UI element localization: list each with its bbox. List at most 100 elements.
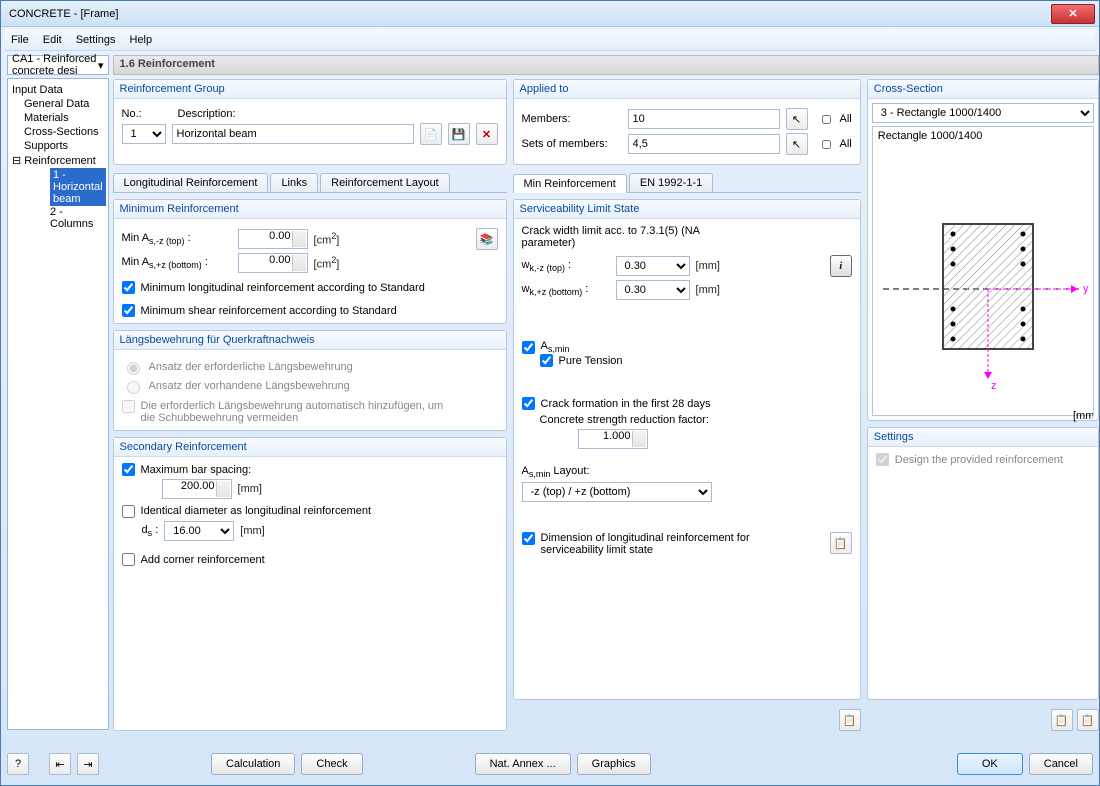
prev-icon[interactable]: ⇤: [49, 753, 71, 775]
cancel-button[interactable]: Cancel: [1029, 753, 1093, 775]
section-diagram-icon: y z [mm]: [873, 145, 1093, 433]
tree-horizontal-beam[interactable]: 1 - Horizontal beam: [10, 168, 106, 206]
delete-icon[interactable]: ✕: [476, 123, 498, 145]
asz-top-unit: [cm2]: [314, 231, 340, 247]
tree-general-data[interactable]: General Data: [10, 97, 106, 111]
langs-title: Längsbewehrung für Querkraftnachweis: [114, 331, 506, 350]
secondary-title: Secondary Reinforcement: [114, 438, 506, 457]
pick-members-icon[interactable]: ↖: [786, 108, 808, 130]
details-icon[interactable]: 📋: [839, 709, 861, 731]
bottom-bar: ? ⇤ ⇥ Calculation Check Nat. Annex ... G…: [7, 753, 1093, 775]
pick-sets-icon[interactable]: ↖: [786, 133, 808, 155]
min-reinforcement-box: Minimum Reinforcement Min As,-z (top) : …: [113, 199, 507, 324]
chevron-down-icon: ▾: [98, 59, 104, 72]
identical-check[interactable]: [122, 505, 135, 518]
add-corner-check[interactable]: [122, 553, 135, 566]
menu-help[interactable]: Help: [129, 34, 152, 46]
tree-columns[interactable]: 2 - Columns: [10, 206, 106, 230]
members-all-label: All: [840, 113, 852, 125]
tab-min-reinf[interactable]: Min Reinforcement: [513, 174, 627, 193]
menu-edit[interactable]: Edit: [43, 34, 62, 46]
menu-settings[interactable]: Settings: [76, 34, 116, 46]
nav-tree: Input Data General Data Materials Cross-…: [7, 78, 109, 730]
asmin-check[interactable]: [522, 341, 535, 354]
cross-section-select[interactable]: 3 - Rectangle 1000/1400: [872, 103, 1094, 123]
calculation-button[interactable]: Calculation: [211, 753, 295, 775]
no-select[interactable]: 1: [122, 124, 166, 144]
asz-bot-input[interactable]: 0.00: [238, 253, 308, 273]
secondary-box: Secondary Reinforcement Maximum bar spac…: [113, 437, 507, 731]
layout-label: As,min Layout:: [522, 465, 852, 479]
layout-select[interactable]: -z (top) / +z (bottom): [522, 482, 712, 502]
app-window: CONCRETE - [Frame] ✕ File Edit Settings …: [0, 0, 1100, 786]
tab-layout[interactable]: Reinforcement Layout: [320, 173, 450, 192]
asz-bot-unit: [cm2]: [314, 255, 340, 271]
content-area: CA1 - Reinforced concrete desi▾ Input Da…: [1, 51, 1099, 735]
applied-to-box: Applied to Members: ↖ All: [513, 79, 861, 165]
description-input[interactable]: [172, 124, 414, 144]
tree-cross-sections[interactable]: Cross-Sections: [10, 125, 106, 139]
sets-all-check[interactable]: [822, 138, 831, 151]
sets-input[interactable]: [628, 134, 780, 154]
crack28-check[interactable]: [522, 397, 535, 410]
ds-unit: [mm]: [240, 525, 264, 537]
langs-r2-label: Ansatz der vorhandene Längsbewehrung: [149, 380, 350, 392]
strength-factor-input[interactable]: 1.000: [578, 429, 648, 449]
nat-annex-button[interactable]: Nat. Annex ...: [475, 753, 571, 775]
min-long-label: Minimum longitudinal reinforcement accor…: [141, 282, 425, 294]
new-icon[interactable]: 📄: [420, 123, 442, 145]
members-input[interactable]: [628, 109, 780, 129]
strength-factor-label: Concrete strength reduction factor:: [522, 414, 852, 426]
next-icon[interactable]: ⇥: [77, 753, 99, 775]
save-icon[interactable]: 💾: [448, 123, 470, 145]
asz-top-input[interactable]: 0.00: [238, 229, 308, 249]
applied-title: Applied to: [514, 80, 860, 99]
min-long-check[interactable]: [122, 281, 135, 294]
max-spacing-label: Maximum bar spacing:: [141, 464, 252, 476]
sets-label: Sets of members:: [522, 138, 622, 150]
ds-select[interactable]: 16.00: [164, 521, 234, 541]
reinf-group-title: Reinforcement Group: [114, 80, 506, 99]
info-icon[interactable]: i: [830, 255, 852, 277]
tab-links[interactable]: Links: [270, 173, 318, 192]
langs-chk-label: Die erforderlich Längsbewehrung automati…: [141, 400, 461, 424]
no-label: No.:: [122, 108, 172, 120]
settings-detail2-icon[interactable]: 📋: [1077, 709, 1099, 731]
tree-root[interactable]: Input Data: [10, 83, 106, 97]
spacing-input[interactable]: 200.00: [162, 479, 232, 499]
tab-longitudinal[interactable]: Longitudinal Reinforcement: [113, 173, 269, 192]
wk-bot-select[interactable]: 0.30: [616, 280, 690, 300]
langs-r1-radio: [127, 362, 140, 375]
pure-tension-check[interactable]: [540, 354, 553, 367]
max-spacing-check[interactable]: [122, 463, 135, 476]
case-select[interactable]: CA1 - Reinforced concrete desi▾: [7, 55, 109, 75]
check-button[interactable]: Check: [301, 753, 362, 775]
tab-en1992[interactable]: EN 1992-1-1: [629, 173, 713, 192]
tab-strip-2: Min Reinforcement EN 1992-1-1: [513, 173, 861, 193]
members-all-check[interactable]: [822, 113, 831, 126]
svg-text:y: y: [1083, 283, 1089, 295]
wk-top-select[interactable]: 0.30: [616, 256, 690, 276]
dim-long-check[interactable]: [522, 532, 535, 545]
asmin-label: As,min: [541, 340, 570, 354]
close-button[interactable]: ✕: [1051, 4, 1095, 24]
settings-detail1-icon[interactable]: 📋: [1051, 709, 1073, 731]
tree-materials[interactable]: Materials: [10, 111, 106, 125]
reinforcement-group-box: Reinforcement Group No.: Description: 1 …: [113, 79, 507, 165]
tree-reinforcement[interactable]: ⊟ Reinforcement: [10, 153, 106, 168]
add-corner-label: Add corner reinforcement: [141, 554, 265, 566]
dim-settings-icon[interactable]: 📋: [830, 532, 852, 554]
ok-button[interactable]: OK: [957, 753, 1023, 775]
settings-box: Settings Design the provided reinforceme…: [867, 427, 1099, 700]
langs-r2-radio: [127, 381, 140, 394]
wk-top-label: wk,-z (top) :: [522, 259, 610, 273]
help-icon[interactable]: ?: [7, 753, 29, 775]
tree-supports[interactable]: Supports: [10, 139, 106, 153]
menu-file[interactable]: File: [11, 34, 29, 46]
library-icon[interactable]: 📚: [476, 228, 498, 250]
titlebar: CONCRETE - [Frame] ✕: [1, 1, 1099, 27]
identical-label: Identical diameter as longitudinal reinf…: [141, 505, 372, 517]
graphics-button[interactable]: Graphics: [577, 753, 651, 775]
dim-long-label: Dimension of longitudinal reinforcement …: [541, 532, 761, 556]
min-shear-check[interactable]: [122, 304, 135, 317]
